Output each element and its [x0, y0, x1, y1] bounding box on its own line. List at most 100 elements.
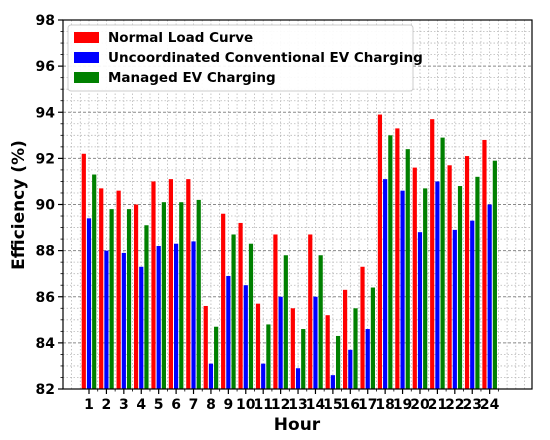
x-tick-label: 1	[84, 397, 94, 413]
bar-managed-hour-5	[161, 202, 166, 389]
bar-normal-hour-11	[255, 303, 261, 389]
x-tick-label: 20	[410, 397, 430, 413]
x-tick-label: 15	[323, 397, 342, 413]
x-tick-label: 4	[136, 397, 146, 413]
bar-normal-hour-23	[464, 156, 470, 389]
bar-uncoordinated-hour-19	[400, 190, 405, 389]
bar-normal-hour-20	[412, 167, 417, 389]
legend: Normal Load Curve Uncoordinated Conventio…	[67, 24, 423, 92]
legend-box	[67, 24, 414, 92]
bar-managed-hour-20	[423, 188, 428, 389]
bar-uncoordinated-hour-10	[243, 285, 248, 389]
bar-normal-hour-3	[116, 190, 121, 389]
x-tick-label: 11	[253, 397, 272, 413]
bar-normal-hour-5	[151, 181, 156, 389]
bar-managed-hour-17	[370, 287, 376, 389]
bar-normal-hour-18	[377, 114, 383, 389]
bar-normal-hour-12	[273, 234, 278, 389]
bar-normal-hour-21	[430, 119, 435, 390]
bar-uncoordinated-hour-22	[452, 229, 457, 389]
bar-uncoordinated-hour-15	[330, 375, 335, 389]
bar-uncoordinated-hour-7	[191, 241, 196, 389]
bar-normal-hour-24	[482, 139, 487, 389]
bar-normal-hour-2	[99, 188, 104, 389]
bar-normal-hour-10	[238, 222, 243, 389]
bar-uncoordinated-hour-1	[86, 218, 92, 389]
bar-uncoordinated-hour-6	[174, 243, 179, 389]
bar-managed-hour-15	[335, 335, 341, 389]
bar-managed-hour-13	[301, 329, 306, 389]
x-axis-title: Hour	[274, 415, 321, 435]
y-tick-label: 94	[36, 105, 56, 121]
bar-managed-hour-3	[126, 209, 132, 389]
bar-normal-hour-19	[395, 128, 400, 389]
x-tick-label: 13	[288, 397, 307, 413]
bar-uncoordinated-hour-5	[156, 246, 161, 389]
x-tick-label: 14	[306, 397, 326, 413]
x-tick-label: 7	[189, 397, 199, 413]
bar-managed-hour-22	[457, 186, 463, 389]
bar-uncoordinated-hour-17	[365, 329, 370, 389]
bar-normal-hour-9	[221, 213, 226, 389]
x-tick-label: 18	[375, 397, 394, 413]
bar-managed-hour-18	[388, 135, 393, 389]
bar-managed-hour-1	[92, 174, 97, 389]
x-tick-label: 6	[171, 397, 181, 413]
x-tick-label: 23	[462, 397, 481, 413]
bar-normal-hour-6	[168, 179, 173, 389]
bar-managed-hour-9	[231, 234, 236, 389]
bar-normal-hour-1	[81, 153, 86, 389]
bar-managed-hour-6	[179, 202, 184, 389]
bar-managed-hour-4	[144, 225, 149, 389]
bar-managed-hour-7	[196, 199, 201, 389]
bar-normal-hour-13	[290, 308, 295, 389]
bar-uncoordinated-hour-4	[139, 266, 144, 389]
y-tick-label: 90	[36, 198, 56, 214]
y-tick-label: 82	[36, 382, 55, 398]
bar-managed-hour-2	[109, 209, 114, 389]
y-tick-label: 98	[36, 13, 55, 29]
bar-uncoordinated-hour-18	[383, 179, 388, 389]
y-tick-label: 96	[36, 59, 55, 75]
bar-managed-hour-11	[266, 324, 271, 389]
y-axis-title: Efficiency (%)	[9, 140, 29, 270]
bar-uncoordinated-hour-9	[226, 275, 231, 389]
x-tick-label: 12	[271, 397, 290, 413]
bar-uncoordinated-hour-8	[208, 363, 214, 389]
bar-uncoordinated-hour-13	[295, 368, 301, 389]
bar-managed-hour-23	[475, 176, 480, 389]
x-tick-label: 21	[428, 397, 447, 413]
bar-managed-hour-19	[405, 149, 410, 389]
bar-normal-hour-15	[325, 315, 330, 389]
bar-uncoordinated-hour-11	[261, 363, 266, 389]
legend-swatch	[74, 52, 99, 63]
x-tick-label: 16	[341, 397, 360, 413]
bar-normal-hour-22	[447, 165, 452, 389]
bar-normal-hour-17	[360, 266, 365, 389]
bar-uncoordinated-hour-14	[313, 296, 318, 389]
axes	[58, 19, 533, 394]
x-tick-label: 22	[445, 397, 464, 413]
x-tick-label: 8	[206, 397, 216, 413]
bar-managed-hour-16	[353, 308, 358, 389]
x-tick-label: 19	[393, 397, 412, 413]
bar-uncoordinated-hour-16	[348, 349, 353, 389]
bar-normal-hour-4	[133, 204, 139, 389]
bar-managed-hour-10	[248, 243, 254, 389]
bar-uncoordinated-hour-12	[278, 296, 283, 389]
bar-uncoordinated-hour-3	[121, 252, 126, 389]
legend-label: Managed EV Charging	[108, 70, 276, 86]
bar-uncoordinated-hour-21	[435, 181, 440, 389]
x-tick-label: 5	[154, 397, 164, 413]
bar-normal-hour-14	[308, 234, 313, 389]
legend-swatch	[74, 72, 99, 83]
y-tick-label: 84	[36, 336, 56, 352]
bar-normal-hour-8	[203, 305, 208, 389]
bar-marks	[81, 114, 497, 390]
bar-normal-hour-16	[343, 289, 348, 389]
bar-uncoordinated-hour-24	[487, 204, 492, 389]
bar-normal-hour-7	[186, 179, 191, 389]
bar-uncoordinated-hour-23	[470, 220, 475, 389]
